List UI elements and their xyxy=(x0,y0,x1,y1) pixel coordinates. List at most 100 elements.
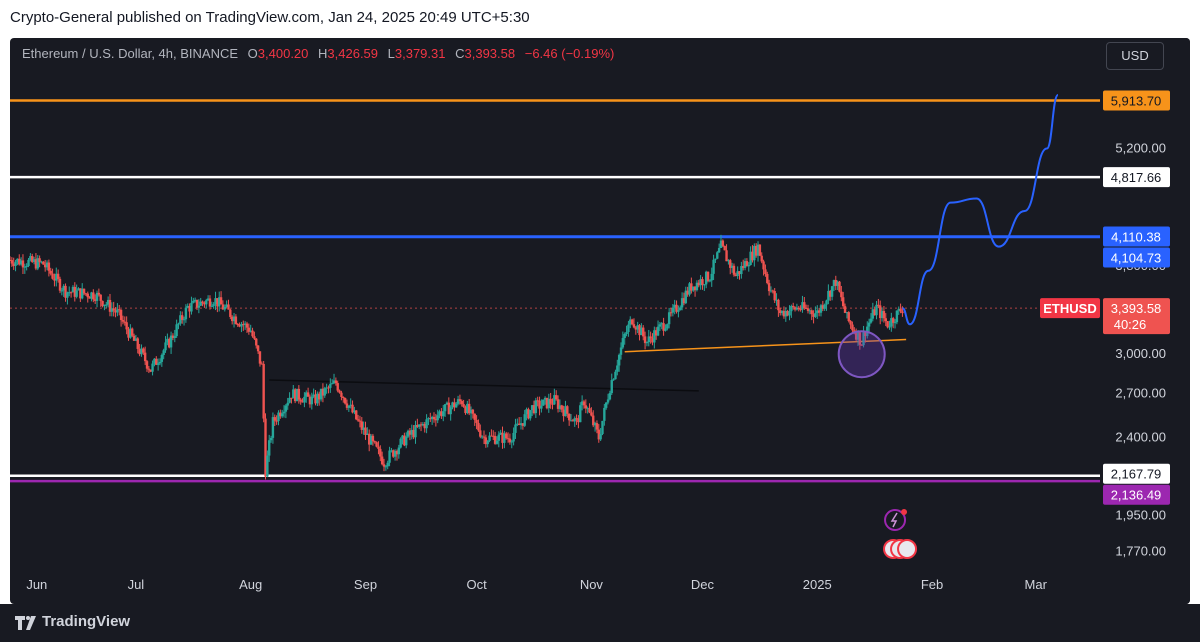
candle-body-410 xyxy=(767,283,771,292)
candle-body-105 xyxy=(203,302,206,305)
candle-body-382 xyxy=(716,252,719,259)
candle-body-277 xyxy=(521,423,525,426)
y-tick-label-2: 3,000.00 xyxy=(1115,346,1166,361)
candle-body-245 xyxy=(462,404,465,407)
candle-body-343 xyxy=(643,336,647,344)
candle-body-116 xyxy=(223,306,226,310)
candle-body-166 xyxy=(316,393,319,404)
candle-body-160 xyxy=(305,392,308,397)
candle-body-175 xyxy=(332,380,336,384)
candle-body-178 xyxy=(338,390,341,393)
candle-body-255 xyxy=(480,436,484,438)
currency-button[interactable]: USD xyxy=(1106,42,1164,70)
candle-body-31 xyxy=(66,292,69,298)
candle-body-24 xyxy=(53,278,56,281)
candle-body-247 xyxy=(466,403,469,414)
level-label-5: 2,136.49 xyxy=(1111,488,1162,503)
candle-body-271 xyxy=(510,441,513,443)
candle-body-444 xyxy=(830,286,834,297)
candle-body-132 xyxy=(253,336,256,339)
candle-body-219 xyxy=(414,424,417,438)
candle-body-240 xyxy=(453,402,456,408)
candle-body-206 xyxy=(390,450,393,452)
candle-body-361 xyxy=(677,310,680,312)
candle-body-348 xyxy=(653,330,656,343)
candle-body-228 xyxy=(430,416,434,420)
candle-body-242 xyxy=(456,399,460,404)
x-tick-label-6: Dec xyxy=(691,577,715,592)
candle-body-182 xyxy=(345,403,349,408)
candle-body-66 xyxy=(131,328,134,336)
candle-body-76 xyxy=(149,369,152,372)
candle-body-306 xyxy=(575,418,578,420)
candle-body-312 xyxy=(586,408,589,410)
flag-event-icon-2 xyxy=(897,539,918,559)
candle-body-75 xyxy=(147,368,151,370)
candle-body-284 xyxy=(534,400,538,414)
candle-body-188 xyxy=(356,419,360,421)
candle-body-17 xyxy=(40,261,43,263)
price-chart[interactable]: 5,200.003,800.003,000.002,700.002,400.00… xyxy=(10,38,1190,604)
candle-body-285 xyxy=(536,400,539,402)
candle-body-43 xyxy=(88,297,91,299)
candle-body-262 xyxy=(493,435,497,444)
candle-body-113 xyxy=(218,297,221,307)
candle-body-249 xyxy=(469,409,473,414)
candle-body-23 xyxy=(51,273,54,279)
candle-body-316 xyxy=(593,423,597,426)
candle-body-304 xyxy=(571,420,575,422)
candle-body-177 xyxy=(336,383,339,391)
candle-body-329 xyxy=(617,354,621,366)
candle-body-102 xyxy=(197,305,201,308)
candle-body-354 xyxy=(664,328,667,331)
candle-body-320 xyxy=(601,420,604,434)
candle-body-224 xyxy=(423,423,426,429)
open-value: 3,400.20 xyxy=(257,46,309,61)
candle-body-388 xyxy=(727,260,730,262)
candle-body-107 xyxy=(206,298,210,301)
candle-body-218 xyxy=(412,429,415,438)
candle-body-424 xyxy=(793,307,797,310)
x-tick-label-9: Mar xyxy=(1025,577,1048,592)
chart-panel[interactable]: 5,200.003,800.003,000.002,700.002,400.00… xyxy=(10,38,1190,604)
candle-body-165 xyxy=(314,394,317,404)
candle-body-379 xyxy=(710,273,713,281)
candle-body-479 xyxy=(895,310,899,323)
candle-body-232 xyxy=(438,411,441,416)
candle-body-360 xyxy=(675,304,678,312)
candle-body-199 xyxy=(377,446,380,449)
candle-body-272 xyxy=(512,432,515,442)
candle-body-409 xyxy=(766,274,769,284)
candle-body-469 xyxy=(877,304,880,306)
candle-body-400 xyxy=(749,251,752,265)
candle-body-74 xyxy=(145,361,149,369)
candle-body-468 xyxy=(875,304,878,316)
candle-body-239 xyxy=(451,402,454,408)
candle-body-346 xyxy=(649,336,652,339)
candle-body-471 xyxy=(880,311,884,319)
level-label-box-4 xyxy=(1103,463,1170,484)
candle-body-151 xyxy=(288,397,291,403)
candle-body-273 xyxy=(514,424,517,433)
candle-body-336 xyxy=(630,319,634,325)
candle-body-55 xyxy=(110,308,114,312)
candle-body-136 xyxy=(260,363,264,365)
candle-body-403 xyxy=(754,245,758,256)
candle-body-314 xyxy=(590,412,593,416)
candle-body-217 xyxy=(410,429,413,435)
candle-body-45 xyxy=(92,292,95,300)
candle-body-395 xyxy=(740,266,743,275)
candle-body-19 xyxy=(43,264,47,268)
candle-body-59 xyxy=(118,309,121,311)
candle-body-454 xyxy=(849,321,852,325)
candle-body-92 xyxy=(179,315,182,324)
candle-body-295 xyxy=(555,395,558,400)
x-tick-label-3: Sep xyxy=(354,577,377,592)
candle-body-94 xyxy=(182,319,186,321)
candle-body-362 xyxy=(679,307,682,311)
candle-body-88 xyxy=(171,335,175,338)
candle-body-302 xyxy=(567,413,571,421)
candle-body-416 xyxy=(779,310,782,314)
candle-body-310 xyxy=(582,401,586,406)
candle-body-429 xyxy=(803,302,806,308)
